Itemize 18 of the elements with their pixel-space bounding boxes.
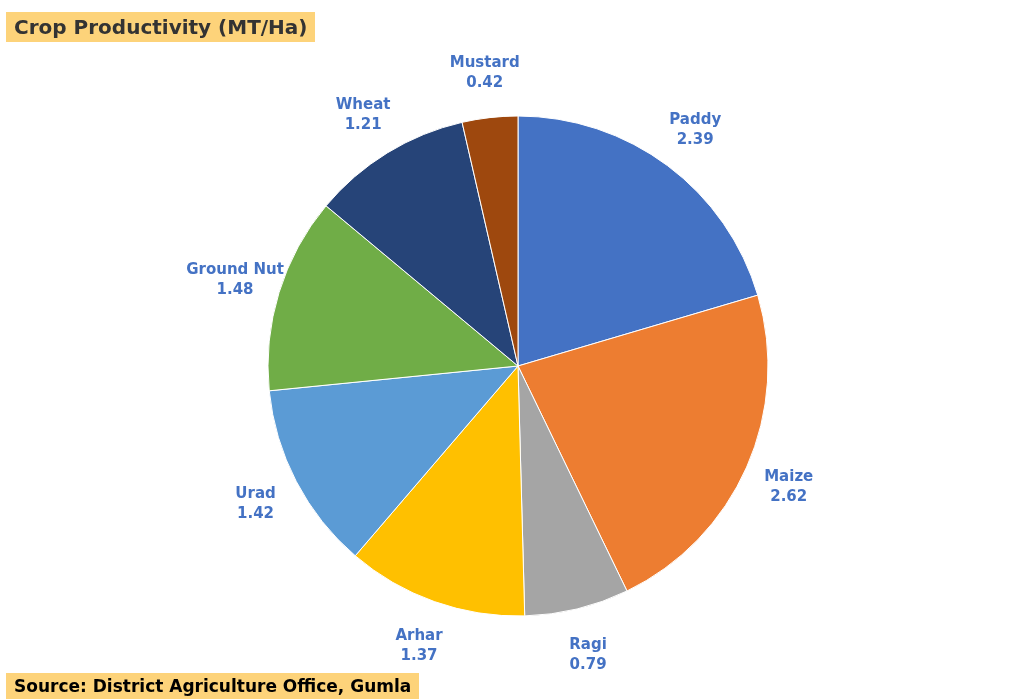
data-label: 1.37 bbox=[400, 645, 438, 664]
data-label: 1.42 bbox=[237, 503, 275, 522]
chart-title: Crop Productivity (MT/Ha) bbox=[6, 12, 316, 42]
data-label: 2.39 bbox=[676, 129, 714, 148]
slice-label: Urad bbox=[235, 483, 276, 502]
slice-label: Maize bbox=[764, 466, 814, 485]
data-label: 1.48 bbox=[216, 280, 254, 299]
slice-label: Ground Nut bbox=[186, 260, 284, 279]
slice-label: Ragi bbox=[569, 634, 607, 653]
source-note: Source: District Agriculture Office, Gumla bbox=[6, 673, 420, 699]
slice-label: Arhar bbox=[395, 625, 444, 644]
data-label: 0.42 bbox=[466, 72, 504, 91]
data-label: 1.21 bbox=[344, 114, 382, 133]
slice-label: Mustard bbox=[449, 52, 520, 71]
data-label: 2.62 bbox=[770, 486, 808, 505]
slice-label: Wheat bbox=[335, 94, 391, 113]
slice-label: Paddy bbox=[669, 109, 722, 128]
data-label: 0.79 bbox=[569, 654, 607, 673]
